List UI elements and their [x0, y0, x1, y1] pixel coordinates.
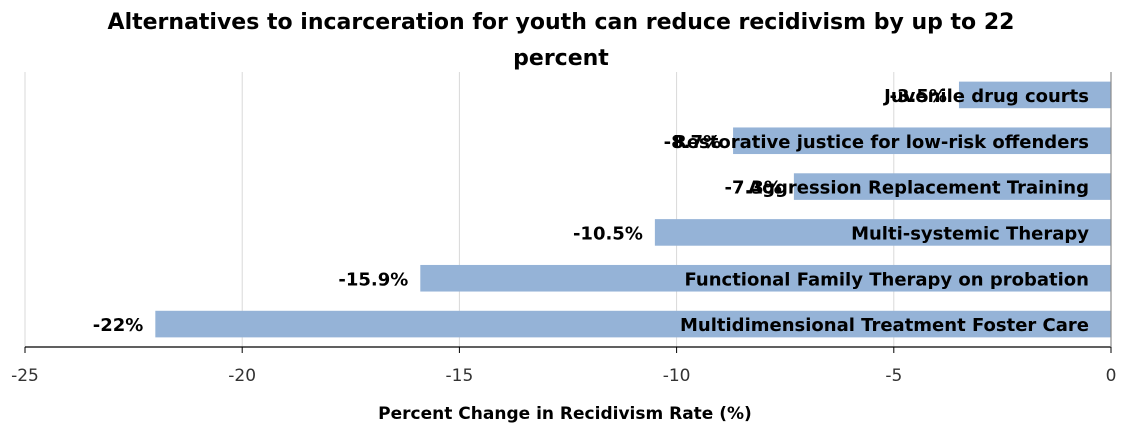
bars-group: [155, 81, 1112, 338]
chart-title-line-1: Alternatives to incarceration for youth …: [107, 10, 1015, 35]
category-label: Multidimensional Treatment Foster Care: [680, 315, 1089, 336]
x-tick-label: -25: [11, 366, 39, 386]
bar: [654, 219, 1111, 246]
category-label: Juvenile drug courts: [882, 86, 1089, 107]
bar: [420, 264, 1112, 292]
category-label: Multi-systemic Therapy: [851, 223, 1089, 244]
category-label: Aggression Replacement Training: [748, 178, 1089, 199]
x-tick-label: -20: [228, 366, 256, 386]
category-label: Functional Family Therapy on probation: [685, 269, 1090, 290]
x-tick-label: -15: [446, 366, 474, 386]
data-label: -3.5%: [890, 86, 947, 107]
data-label: -22%: [93, 315, 144, 336]
axes-group: -25 -20 -15 -10 -5 0: [11, 72, 1116, 386]
data-label: -15.9%: [338, 269, 408, 290]
labels-group: Juvenile drug courts-3.5% Restorative jus…: [93, 86, 1090, 336]
x-tick-label: 0: [1106, 366, 1117, 386]
category-label: Restorative justice for low-risk offende…: [673, 132, 1089, 153]
data-label: -10.5%: [573, 223, 643, 244]
x-tick-label: -10: [663, 366, 691, 386]
bar: [793, 173, 1111, 200]
gridlines: [24, 72, 1112, 347]
chart-title-line-2: percent: [513, 46, 609, 71]
bar: [733, 127, 1111, 155]
x-tick-label: -5: [885, 366, 902, 386]
bar: [155, 310, 1111, 338]
bar: [958, 81, 1111, 109]
data-label: -8.7%: [664, 132, 721, 153]
x-axis-label: Percent Change in Recidivism Rate (%): [378, 404, 752, 424]
data-label: -7.3%: [724, 178, 781, 199]
